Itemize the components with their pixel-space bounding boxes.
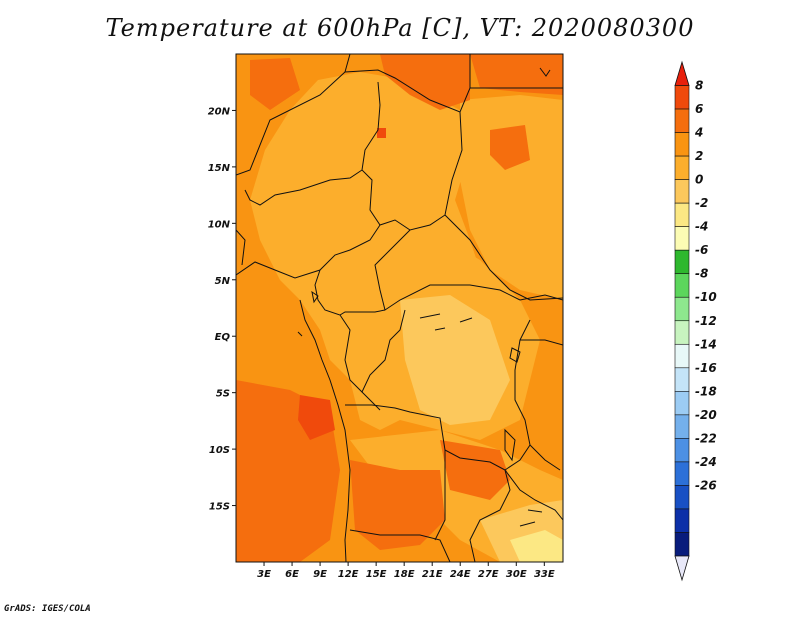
- colorbar-swatch: [674, 320, 690, 345]
- colorbar-label: 2: [695, 149, 703, 163]
- map-title: Temperature at 600hPa [C], VT: 202008030…: [105, 14, 695, 42]
- y-tick-label: 10N: [208, 219, 231, 230]
- colorbar-swatch: [674, 532, 690, 557]
- x-axis-ticks: 3E 6E 9E 12E 15E 18E 21E 24E 27E 30E 33E: [257, 562, 555, 580]
- colorbar-swatch: [674, 367, 690, 392]
- colorbar-label: -22: [695, 431, 717, 445]
- y-tick-label: 15N: [208, 163, 231, 174]
- colorbar-swatch: [674, 132, 690, 157]
- country-borders: [236, 54, 563, 562]
- colorbar-label: -10: [695, 290, 717, 304]
- colorbar-swatch: [674, 391, 690, 416]
- x-tick-label: 12E: [338, 569, 359, 580]
- colorbar-label: -16: [695, 361, 717, 375]
- x-tick-label: 18E: [394, 569, 415, 580]
- colorbar-label: 8: [695, 79, 703, 93]
- colorbar-label: -8: [695, 267, 708, 281]
- y-tick-label: 10S: [209, 445, 230, 456]
- x-tick-label: 33E: [534, 569, 555, 580]
- y-tick-label: EQ: [215, 332, 231, 343]
- colorbar: 8 6 4 2 0 -2 -4 -6 -8 -10 -12 -14 -16 -18 -20 -22 -24 -26: [674, 60, 717, 582]
- colorbar-swatch: [674, 438, 690, 463]
- y-tick-label: 5S: [216, 389, 230, 400]
- colorbar-swatch: [674, 155, 690, 180]
- colorbar-swatch: [674, 202, 690, 227]
- map-frame: [235, 53, 564, 563]
- colorbar-label: 0: [695, 173, 703, 187]
- y-tick-label: 15S: [209, 502, 230, 513]
- colorbar-swatch: [674, 485, 690, 510]
- colorbar-swatch: [674, 108, 690, 133]
- colorbar-label: -12: [695, 314, 717, 328]
- colorbar-bottom-arrow: [674, 555, 690, 582]
- x-tick-label: 27E: [478, 569, 499, 580]
- colorbar-label: 6: [695, 102, 703, 116]
- colorbar-label: -6: [695, 243, 708, 257]
- colorbar-label: -20: [695, 408, 717, 422]
- colorbar-swatch: [674, 414, 690, 439]
- x-tick-label: 6E: [285, 569, 299, 580]
- grads-credit: GrADS: IGES/COLA: [4, 604, 91, 614]
- colorbar-label: -26: [695, 478, 717, 492]
- colorbar-label: -2: [695, 196, 708, 210]
- colorbar-swatch: [674, 343, 690, 369]
- colorbar-label: 4: [694, 126, 703, 140]
- colorbar-label: -14: [695, 337, 717, 351]
- colorbar-label: -18: [695, 384, 717, 398]
- x-tick-label: 30E: [506, 569, 527, 580]
- colorbar-swatch: [674, 273, 690, 298]
- x-tick-label: 3E: [257, 569, 271, 580]
- colorbar-top-arrow: [674, 60, 690, 86]
- x-tick-label: 9E: [313, 569, 327, 580]
- x-tick-label: 21E: [422, 569, 443, 580]
- y-axis-ticks: 20N 15N 10N 5N EQ 5S 10S 15S: [208, 106, 236, 513]
- colorbar-swatch: [674, 226, 690, 251]
- colorbar-swatch: [674, 249, 690, 275]
- y-tick-label: 5N: [215, 276, 231, 287]
- x-tick-label: 24E: [450, 569, 471, 580]
- colorbar-label: -24: [695, 455, 717, 469]
- y-tick-label: 20N: [208, 106, 231, 117]
- colorbar-swatch: [674, 85, 690, 110]
- colorbar-swatch: [674, 179, 690, 204]
- colorbar-swatch: [674, 296, 690, 322]
- colorbar-swatch: [674, 508, 690, 533]
- colorbar-swatch: [674, 461, 690, 486]
- x-tick-label: 15E: [366, 569, 387, 580]
- colorbar-label: -4: [695, 220, 708, 234]
- temperature-field: [236, 54, 563, 562]
